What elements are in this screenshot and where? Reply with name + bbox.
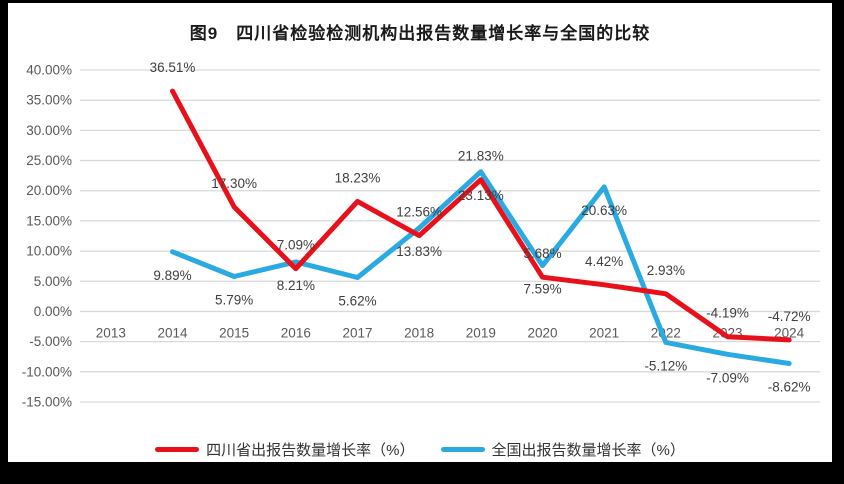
- y-axis-tick-label: 5.00%: [34, 274, 72, 289]
- y-axis-tick-label: 35.00%: [26, 93, 72, 108]
- y-axis-tick-label: 25.00%: [26, 153, 72, 168]
- data-label: 5.62%: [338, 294, 376, 309]
- data-label: -4.19%: [706, 306, 749, 321]
- x-axis-tick-label: 2016: [281, 325, 311, 340]
- data-label: 23.13%: [458, 188, 504, 203]
- data-label: 20.63%: [581, 203, 627, 218]
- national-series-swatch: [440, 446, 485, 452]
- data-label: -5.12%: [644, 358, 687, 373]
- legend-label-national: 全国出报告数量增长率（%）: [491, 441, 685, 459]
- data-label: 13.83%: [396, 244, 442, 259]
- data-label: 7.09%: [277, 238, 315, 253]
- y-axis-tick-label: 15.00%: [26, 213, 72, 228]
- data-label: 17.30%: [211, 176, 257, 191]
- legend: 四川省出报告数量增长率（%） 全国出报告数量增长率（%）: [8, 437, 832, 461]
- y-axis-tick-label: -5.00%: [29, 334, 72, 349]
- y-axis-tick-label: -10.00%: [22, 364, 72, 379]
- data-label: 9.89%: [153, 268, 191, 283]
- data-label: 7.59%: [523, 282, 561, 297]
- y-axis-tick-label: 30.00%: [26, 123, 72, 138]
- x-axis-tick-label: 2017: [342, 325, 372, 340]
- line-plot: 40.00% 35.00% 30.00% 25.00% 20.00% 15.00% 10.0…: [22, 60, 820, 410]
- chart-title: 图9 四川省检验检测机构出报告数量增长率与全国的比较: [189, 24, 651, 43]
- data-label: 18.23%: [335, 170, 381, 185]
- data-label: 36.51%: [150, 60, 196, 75]
- x-axis-tick-label: 2020: [527, 325, 557, 340]
- data-label: 4.42%: [585, 254, 623, 269]
- data-label: 5.68%: [523, 246, 561, 261]
- legend-label-sichuan: 四川省出报告数量增长率（%）: [206, 441, 415, 459]
- x-axis-tick-label: 2015: [219, 325, 249, 340]
- y-axis-tick-label: 40.00%: [26, 63, 72, 78]
- data-label: -7.09%: [706, 370, 749, 385]
- legend-item-sichuan: 四川省出报告数量增长率（%）: [155, 439, 415, 460]
- series-line: [170, 88, 792, 343]
- y-axis-tick-label: -15.00%: [22, 395, 72, 410]
- x-axis-tick-label: 2014: [157, 325, 188, 340]
- data-label: 5.79%: [215, 293, 253, 308]
- x-axis-tick-label: 2019: [466, 325, 496, 340]
- data-label: 12.56%: [396, 205, 442, 220]
- y-axis-tick-label: 20.00%: [26, 183, 72, 198]
- x-axis-tick-label: 2024: [774, 325, 805, 340]
- x-axis-tick-label: 2018: [404, 325, 434, 340]
- data-label: 21.83%: [458, 149, 504, 164]
- data-label: 2.93%: [647, 263, 685, 278]
- sichuan-series-swatch: [155, 446, 200, 452]
- x-axis-tick-label: 2021: [589, 325, 619, 340]
- data-label: -4.72%: [768, 309, 811, 324]
- chart-canvas: 图9 四川省检验检测机构出报告数量增长率与全国的比较 40.00% 35.00% 3…: [8, 3, 832, 462]
- data-label: -8.62%: [768, 379, 811, 394]
- data-label: 8.21%: [277, 278, 315, 293]
- y-axis-tick-label: 10.00%: [26, 244, 72, 259]
- legend-item-national: 全国出报告数量增长率（%）: [440, 439, 685, 460]
- y-axis-tick-label: 0.00%: [34, 304, 72, 319]
- x-axis-tick-label: 2013: [96, 325, 126, 340]
- series-line: [170, 169, 792, 366]
